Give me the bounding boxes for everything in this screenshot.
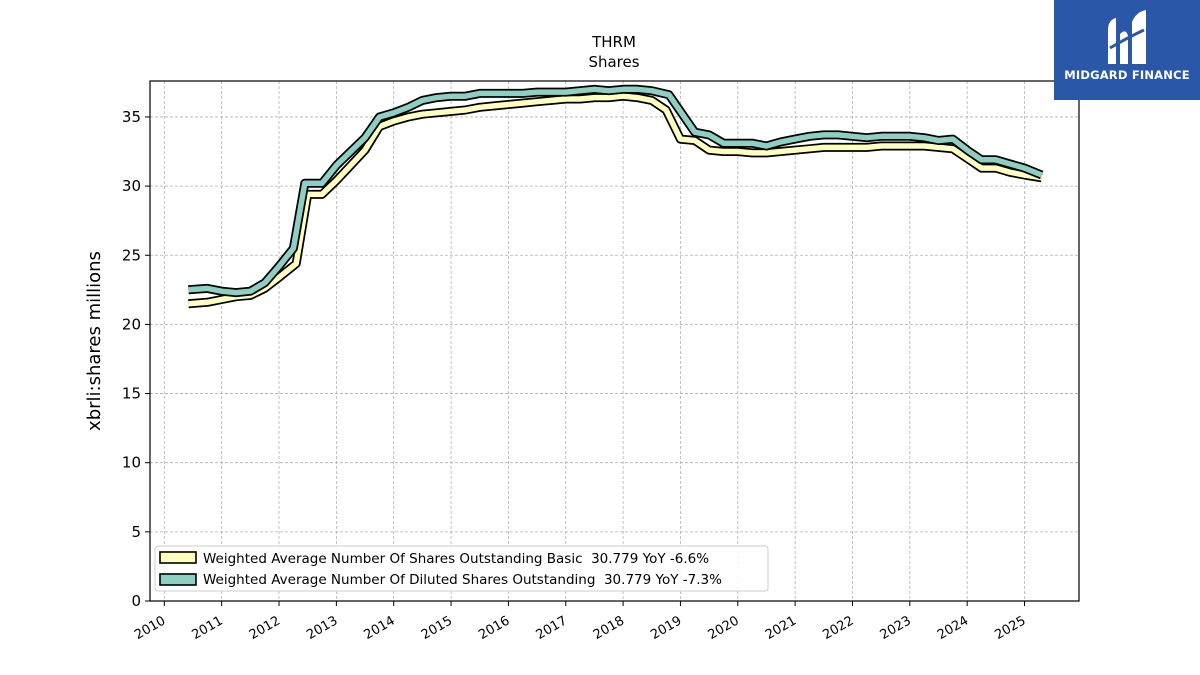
x-tick-label: 2019 xyxy=(648,613,684,643)
y-tick-label: 10 xyxy=(122,454,141,472)
y-tick-label: 20 xyxy=(122,315,141,333)
series-basic-line xyxy=(188,93,1043,307)
x-tick-label: 2011 xyxy=(190,613,226,643)
series-diluted-line xyxy=(188,86,1043,296)
x-tick-label: 2017 xyxy=(534,613,570,643)
y-tick-label: 0 xyxy=(131,592,141,610)
series-layer xyxy=(188,84,1044,309)
x-tick-label: 2021 xyxy=(763,613,799,643)
x-tick-label: 2024 xyxy=(935,613,971,643)
chart-title: THRM xyxy=(591,33,636,51)
y-tick-label: 35 xyxy=(122,108,141,126)
midgard-logo-icon xyxy=(1108,10,1146,64)
x-axis: 2010 2011 2012 2013 2014 2015 2016 2017 2018 2019… xyxy=(132,601,1029,643)
legend: Weighted Average Number Of Shares Outsta… xyxy=(154,545,769,592)
x-tick-label: 2013 xyxy=(304,613,340,643)
legend-label-basic: Weighted Average Number Of Shares Outsta… xyxy=(203,551,709,567)
x-tick-label: 2023 xyxy=(878,613,914,643)
x-tick-label: 2025 xyxy=(992,613,1028,643)
y-tick-label: 5 xyxy=(131,523,141,541)
y-axis-label: xbrli:shares millions xyxy=(84,251,105,431)
x-tick-label: 2022 xyxy=(820,613,856,643)
x-tick-label: 2014 xyxy=(362,613,398,643)
series-basic-line-outline xyxy=(188,91,1043,309)
y-tick-label: 25 xyxy=(122,246,141,264)
brand-logo: MIDGARD FINANCE xyxy=(1054,0,1200,100)
legend-box xyxy=(154,545,769,592)
x-tick-label: 2018 xyxy=(591,613,627,643)
x-tick-label: 2010 xyxy=(132,613,168,643)
plot-frame xyxy=(149,80,1080,602)
legend-swatch-basic xyxy=(159,551,197,564)
x-tick-label: 2012 xyxy=(247,613,283,643)
grid-lines xyxy=(150,81,1079,601)
y-tick-label: 30 xyxy=(122,177,141,195)
chart-subtitle: Shares xyxy=(588,53,639,71)
x-tick-label: 2016 xyxy=(476,613,512,643)
y-axis: 0 5 10 15 20 25 30 35 xyxy=(122,108,150,610)
y-tick-label: 15 xyxy=(122,385,141,403)
x-tick-label: 2020 xyxy=(706,613,742,643)
legend-swatch-diluted xyxy=(159,573,197,586)
legend-label-diluted: Weighted Average Number Of Diluted Share… xyxy=(203,572,722,588)
logo-text: MIDGARD FINANCE xyxy=(1064,68,1190,82)
x-tick-label: 2015 xyxy=(419,613,455,643)
